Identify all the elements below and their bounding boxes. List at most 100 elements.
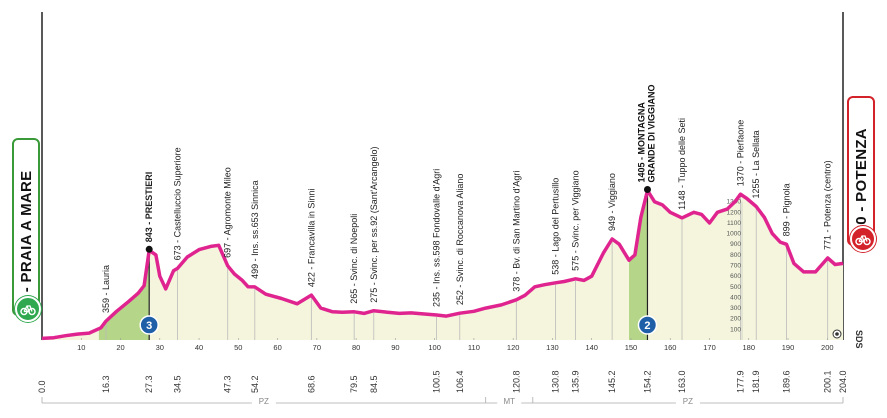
km-label-group: 120.8 xyxy=(511,370,521,393)
km-label-group: 189.6 xyxy=(781,370,791,393)
point-label-group: 499 - Ins. ss.653 Sinnica xyxy=(250,180,260,279)
point-label-group: 673 - Castelluccio Superiore xyxy=(172,147,182,260)
x-tick-label: 20 xyxy=(116,343,124,352)
km-label: 54.2 xyxy=(250,375,260,393)
km-label-group: 200.1 xyxy=(823,370,833,393)
finish-label-box: 720 - POTENZA xyxy=(847,96,875,246)
altitude-scale-label: 800 xyxy=(730,252,741,259)
province-label-bg xyxy=(675,396,700,406)
point-label-group: 1148 - Tuppo delle Seti xyxy=(677,118,687,210)
sds-label: SDS xyxy=(854,330,864,349)
km-label: 177.9 xyxy=(736,370,746,393)
km-label-group: 135.9 xyxy=(571,370,581,393)
km-label: 34.5 xyxy=(172,375,182,393)
gpm-badge xyxy=(139,315,159,335)
province-label: MT xyxy=(503,397,515,406)
point-label: 771 - Potenza (centro) xyxy=(823,160,833,250)
km-label: 200.1 xyxy=(823,370,833,393)
point-label-group: 378 - Bv. di San Martino d'Agri xyxy=(511,171,521,292)
altitude-scale-label: 1200 xyxy=(727,209,742,216)
point-label-group: 843 - PRESTIERI xyxy=(144,172,154,243)
point-label: 1405 - MONTAGNA xyxy=(636,102,646,183)
point-label: 252 - Svinc. di Roccanova Aliano xyxy=(455,174,465,306)
x-tick-label: 190 xyxy=(782,343,795,352)
start-name: PRAIA A MARE xyxy=(18,170,35,283)
altitude-scale-label: 1100 xyxy=(727,220,741,227)
km-label: 47.3 xyxy=(223,375,233,393)
point-label-group: 1405 - MONTAGNA GRANDE DI VIGGIANO xyxy=(636,84,656,182)
point-label-group: 422 - Francavilla in Sinni xyxy=(306,189,316,288)
point-label-group: 949 - Viggiano xyxy=(607,173,617,231)
x-tick-label: 140 xyxy=(585,343,598,352)
province-label: PZ xyxy=(683,397,693,406)
km-label: 130.8 xyxy=(551,370,561,393)
climb-area xyxy=(629,190,648,340)
point-label-line2: GRANDE DI VIGGIANO xyxy=(646,84,656,182)
point-label: 843 - PRESTIERI xyxy=(144,172,154,243)
km-label: 181.9 xyxy=(751,370,761,393)
km-label: 145.2 xyxy=(607,370,617,393)
summit-marker xyxy=(145,245,153,253)
altitude-scale-label: 200 xyxy=(730,316,741,323)
km-label-group: 130.8 xyxy=(551,370,561,393)
km-label: 120.8 xyxy=(511,370,521,393)
point-label-group: 275 - Svinc. per ss.92 (Sant'Arcangelo) xyxy=(369,146,379,302)
profile-fill xyxy=(42,190,843,340)
altitude-scale-label: 600 xyxy=(730,273,741,280)
altitude-scale-label: 900 xyxy=(730,241,741,248)
point-label: 499 - Ins. ss.653 Sinnica xyxy=(250,180,260,279)
point-label: 575 - Svinc. per Viggiano xyxy=(571,170,581,270)
x-tick-label: 50 xyxy=(234,343,242,352)
point-label-group: 538 - Lago del Pertusillo xyxy=(551,178,561,275)
point-label: 422 - Francavilla in Sinni xyxy=(306,189,316,288)
km-label: 163.0 xyxy=(677,370,687,393)
km-label-group: 145.2 xyxy=(607,370,617,393)
x-tick-label: 170 xyxy=(703,343,716,352)
km-label: 79.5 xyxy=(349,375,359,393)
point-label-group: 252 - Svinc. di Roccanova Aliano xyxy=(455,174,465,306)
x-tick-label: 200 xyxy=(821,343,834,352)
km-label: 16.3 xyxy=(101,375,111,393)
bicycle-icon xyxy=(15,296,41,322)
x-tick-label: 130 xyxy=(546,343,559,352)
profile-line xyxy=(41,188,844,341)
point-label-group: 771 - Potenza (centro) xyxy=(823,160,833,250)
km-label-group: 79.5 xyxy=(349,375,359,393)
x-tick-label: 110 xyxy=(468,343,480,352)
x-tick-label: 70 xyxy=(313,343,321,352)
km-label: 84.5 xyxy=(369,375,379,393)
finish-title: 720 - POTENZA xyxy=(853,128,870,242)
gpm-category: 2 xyxy=(644,320,650,332)
km-label-group: 47.3 xyxy=(223,375,233,393)
km-label-group: 100.5 xyxy=(432,370,442,393)
point-label: 275 - Svinc. per ss.92 (Sant'Arcangelo) xyxy=(369,146,379,302)
point-label: 1370 - Pierfaone xyxy=(736,120,746,187)
km-label-group: 204.0 xyxy=(838,370,848,393)
gpm-category: 3 xyxy=(146,320,152,332)
province-label-bg xyxy=(497,396,522,406)
point-label-group: 697 - Agromonte Mileo xyxy=(223,167,233,258)
x-tick-label: 60 xyxy=(273,343,281,352)
km-label-group: 16.3 xyxy=(101,375,111,393)
finish-name: POTENZA xyxy=(853,128,870,202)
point-label: 1255 - La Sellata xyxy=(751,130,761,198)
point-label: 949 - Viggiano xyxy=(607,173,617,231)
x-tick-label: 10 xyxy=(77,343,85,352)
point-label-group: 1255 - La Sellata xyxy=(751,130,761,198)
sds-group: SDS xyxy=(854,330,864,349)
altitude-scale-label: 1000 xyxy=(727,231,742,238)
point-label: 1148 - Tuppo delle Seti xyxy=(677,118,687,210)
km-label: 189.6 xyxy=(781,370,791,393)
point-label-group: 235 - Ins. ss.598 Fondovalle d'Agri xyxy=(432,169,442,307)
point-label-group: 1370 - Pierfaone xyxy=(736,120,746,187)
start-title: 15 - PRAIA A MARE xyxy=(18,171,35,314)
province-label: PZ xyxy=(259,397,269,406)
km-label: 27.3 xyxy=(144,375,154,393)
km-label-group: 68.6 xyxy=(306,375,316,393)
altitude-scale-label: 100 xyxy=(730,326,741,333)
province-label-bg xyxy=(251,396,276,406)
x-tick-label: 90 xyxy=(391,343,399,352)
km-label: 106.4 xyxy=(455,370,465,393)
km-label-group: 0.0 xyxy=(37,380,47,393)
